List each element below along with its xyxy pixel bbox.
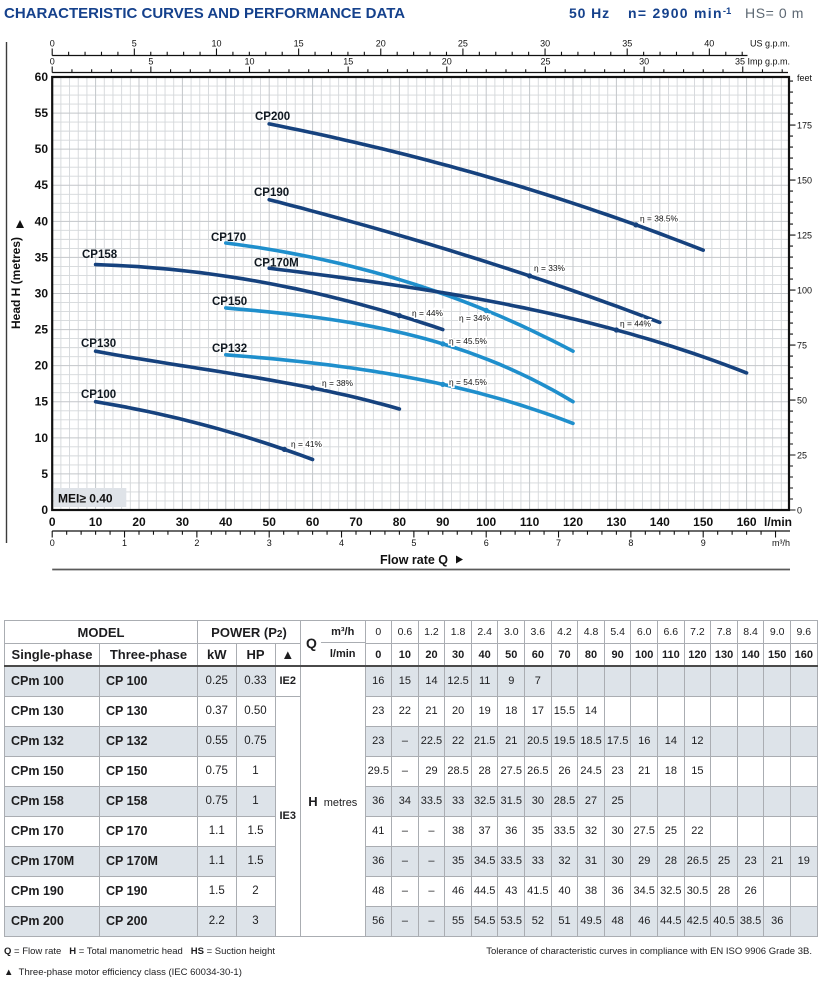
svg-text:0: 0 [49, 515, 56, 529]
svg-text:CP150: CP150 [212, 296, 247, 308]
svg-text:5: 5 [148, 57, 153, 67]
svg-text:15: 15 [294, 39, 304, 49]
svg-text:MEI≥ 0.40: MEI≥ 0.40 [58, 492, 113, 506]
svg-text:140: 140 [650, 515, 670, 529]
svg-text:100: 100 [476, 515, 496, 529]
svg-text:20: 20 [376, 39, 386, 49]
svg-text:US g.p.m.: US g.p.m. [750, 39, 790, 49]
svg-text:175: 175 [797, 121, 812, 131]
svg-text:1: 1 [122, 538, 127, 548]
svg-text:100: 100 [797, 286, 812, 296]
svg-text:55: 55 [35, 106, 49, 120]
svg-text:3: 3 [267, 538, 272, 548]
svg-text:m³/h: m³/h [772, 538, 790, 548]
svg-text:5: 5 [41, 467, 48, 481]
svg-text:50: 50 [35, 142, 49, 156]
svg-text:160: 160 [737, 515, 757, 529]
svg-text:η = 33%: η = 33% [534, 263, 566, 273]
svg-text:30: 30 [540, 39, 550, 49]
svg-text:feet: feet [797, 73, 813, 83]
svg-text:120: 120 [563, 515, 583, 529]
svg-text:CP100: CP100 [81, 389, 116, 401]
svg-text:l/min: l/min [764, 515, 792, 529]
svg-text:η = 54.5%: η = 54.5% [449, 377, 488, 387]
svg-text:2: 2 [194, 538, 199, 548]
svg-text:0: 0 [50, 39, 55, 49]
svg-text:7: 7 [556, 538, 561, 548]
svg-text:15: 15 [35, 395, 49, 409]
svg-text:30: 30 [639, 57, 649, 67]
svg-text:4: 4 [339, 538, 344, 548]
svg-text:5: 5 [132, 39, 137, 49]
svg-text:CP190: CP190 [254, 187, 289, 199]
svg-text:η = 41%: η = 41% [291, 439, 323, 449]
svg-text:25: 25 [540, 57, 550, 67]
svg-text:50: 50 [263, 515, 277, 529]
svg-text:CP132: CP132 [212, 343, 247, 355]
svg-text:0: 0 [50, 538, 55, 548]
svg-text:20: 20 [132, 515, 146, 529]
svg-text:Flow rate Q: Flow rate Q [380, 553, 448, 567]
svg-text:0: 0 [41, 503, 48, 517]
svg-text:130: 130 [606, 515, 626, 529]
svg-text:30: 30 [176, 515, 190, 529]
svg-text:10: 10 [244, 57, 254, 67]
svg-text:η = 34%: η = 34% [459, 313, 491, 323]
svg-text:75: 75 [797, 341, 807, 351]
svg-text:50: 50 [797, 396, 807, 406]
svg-text:70: 70 [349, 515, 363, 529]
svg-text:10: 10 [211, 39, 221, 49]
svg-text:η = 44%: η = 44% [412, 308, 444, 318]
svg-text:η = 38%: η = 38% [322, 378, 354, 388]
svg-text:60: 60 [35, 70, 49, 84]
svg-text:35 Imp g.p.m.: 35 Imp g.p.m. [735, 57, 790, 67]
svg-text:10: 10 [35, 431, 49, 445]
svg-text:150: 150 [693, 515, 713, 529]
svg-text:40: 40 [704, 39, 714, 49]
svg-text:25: 25 [797, 451, 807, 461]
svg-text:0: 0 [797, 506, 802, 516]
svg-text:20: 20 [442, 57, 452, 67]
svg-text:25: 25 [35, 323, 49, 337]
svg-text:35: 35 [622, 39, 632, 49]
svg-text:CP170M: CP170M [254, 258, 299, 270]
svg-text:Head H (metres): Head H (metres) [9, 237, 23, 329]
svg-text:80: 80 [393, 515, 407, 529]
svg-text:90: 90 [436, 515, 450, 529]
svg-text:30: 30 [35, 287, 49, 301]
svg-text:45: 45 [35, 178, 49, 192]
svg-text:35: 35 [35, 250, 49, 264]
svg-text:η = 44%: η = 44% [620, 319, 652, 329]
svg-text:CP130: CP130 [81, 338, 116, 350]
svg-text:60: 60 [306, 515, 320, 529]
svg-text:8: 8 [628, 538, 633, 548]
svg-text:25: 25 [458, 39, 468, 49]
svg-text:CP158: CP158 [82, 249, 118, 261]
svg-text:40: 40 [219, 515, 233, 529]
svg-text:150: 150 [797, 176, 812, 186]
svg-text:0: 0 [50, 57, 55, 67]
svg-text:6: 6 [484, 538, 489, 548]
svg-text:10: 10 [89, 515, 103, 529]
svg-text:η = 45.5%: η = 45.5% [449, 336, 488, 346]
svg-text:5: 5 [411, 538, 416, 548]
svg-text:CP170: CP170 [211, 232, 246, 244]
svg-text:CP200: CP200 [255, 111, 290, 123]
svg-text:20: 20 [35, 359, 49, 373]
svg-text:9: 9 [701, 538, 706, 548]
svg-text:15: 15 [343, 57, 353, 67]
svg-text:40: 40 [35, 214, 49, 228]
svg-text:125: 125 [797, 231, 812, 241]
svg-text:η = 38.5%: η = 38.5% [640, 214, 679, 224]
svg-text:110: 110 [520, 515, 540, 529]
